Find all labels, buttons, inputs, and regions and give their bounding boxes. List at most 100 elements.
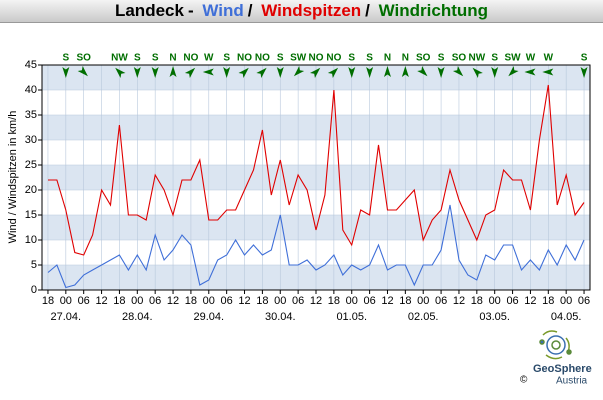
direction-arrow	[77, 65, 88, 77]
direction-arrow	[115, 67, 126, 79]
date-label: 27.04.	[51, 311, 82, 323]
x-tick-label: 18	[328, 295, 340, 307]
direction-label: N	[384, 53, 391, 64]
date-label: 04.05.	[551, 311, 582, 323]
brand-name: GeoSphere	[533, 363, 592, 375]
direction-arrow	[184, 67, 196, 79]
direction-label: W	[544, 53, 554, 64]
plot-border	[41, 64, 591, 291]
y-tick-label: 10	[25, 234, 37, 246]
direction-arrow	[401, 66, 409, 77]
date-label: 28.04.	[122, 311, 153, 323]
title-separator: /	[365, 1, 370, 20]
direction-label: W	[526, 53, 536, 64]
direction-label: SO	[416, 53, 431, 64]
direction-arrow	[383, 66, 391, 77]
y-tick-label: 25	[25, 159, 37, 171]
x-tick-label: 00	[203, 295, 215, 307]
direction-label: NO	[326, 53, 341, 64]
direction-label: S	[438, 53, 445, 64]
direction-arrow	[542, 68, 554, 76]
direction-label: SW	[505, 53, 522, 64]
x-tick-label: 12	[167, 295, 179, 307]
title-separator: /	[247, 1, 253, 20]
direction-arrow	[417, 65, 428, 77]
direction-arrow	[169, 66, 177, 77]
date-label: 02.05.	[408, 311, 439, 323]
x-tick-label: 00	[346, 295, 358, 307]
x-tick-label: 06	[506, 295, 518, 307]
direction-arrow	[437, 67, 445, 78]
legend-entry: Wind	[202, 1, 244, 20]
brand-country: Austria	[556, 376, 588, 387]
line-series	[47, 204, 585, 289]
direction-label: NW	[111, 53, 128, 64]
x-tick-label: 06	[292, 295, 304, 307]
x-tick-label: 00	[489, 295, 501, 307]
direction-label: S	[223, 53, 230, 64]
direction-label: SW	[290, 53, 307, 64]
direction-label: SO	[452, 53, 467, 64]
y-tick-label: 20	[25, 184, 37, 196]
direction-label: S	[62, 53, 69, 64]
logo	[539, 330, 572, 360]
x-tick-label: 18	[542, 295, 554, 307]
direction-arrow	[202, 68, 214, 76]
direction-label: S	[581, 53, 588, 64]
x-tick-label: 18	[42, 295, 54, 307]
x-tick-label: 06	[221, 295, 233, 307]
y-tick-label: 40	[25, 84, 37, 96]
copyright: ©	[520, 375, 528, 386]
direction-arrow	[491, 67, 499, 78]
direction-arrow	[256, 67, 267, 79]
direction-label: NO	[309, 53, 324, 64]
direction-label: NO	[237, 53, 252, 64]
line-series	[48, 84, 585, 256]
date-label: 01.05.	[336, 311, 367, 323]
date-label: 29.04.	[193, 311, 224, 323]
direction-arrow	[133, 67, 141, 78]
direction-arrow	[472, 67, 483, 79]
x-tick-label: 18	[471, 295, 483, 307]
x-tick-label: 12	[95, 295, 107, 307]
date-label: 03.05.	[479, 311, 510, 323]
direction-label: NO	[255, 53, 270, 64]
direction-arrow	[293, 65, 305, 77]
direction-arrow	[366, 67, 374, 78]
x-tick-label: 18	[399, 295, 411, 307]
direction-arrow	[452, 65, 464, 77]
direction-label: S	[366, 53, 373, 64]
x-tick-label: 00	[131, 295, 143, 307]
title-station: Landeck	[114, 1, 184, 20]
y-axis-label: Wind / Windspitzen in km/h	[7, 111, 19, 244]
direction-label: N	[402, 53, 409, 64]
y-tick-label: 35	[25, 109, 37, 121]
direction-arrow	[327, 67, 339, 79]
x-tick-label: 00	[417, 295, 429, 307]
direction-label: NW	[468, 53, 485, 64]
y-tick-label: 5	[31, 259, 37, 271]
x-tick-label: 18	[113, 295, 125, 307]
direction-label: S	[348, 53, 355, 64]
x-tick-label: 18	[256, 295, 268, 307]
y-tick-label: 15	[25, 209, 37, 221]
x-tick-label: 06	[78, 295, 90, 307]
x-tick-label: 00	[274, 295, 286, 307]
y-tick-label: 30	[25, 134, 37, 146]
x-tick-label: 00	[560, 295, 572, 307]
direction-label: S	[491, 53, 498, 64]
y-tick-label: 0	[31, 284, 37, 296]
direction-arrow	[348, 67, 356, 78]
direction-arrow	[580, 67, 588, 78]
date-label: 30.04.	[265, 311, 296, 323]
direction-arrow	[508, 65, 519, 77]
x-tick-label: 06	[363, 295, 375, 307]
direction-label: SO	[76, 53, 91, 64]
direction-label: S	[152, 53, 159, 64]
direction-label: S	[277, 53, 284, 64]
direction-label: N	[169, 53, 176, 64]
y-tick-label: 45	[25, 59, 37, 71]
direction-arrow	[276, 67, 284, 78]
